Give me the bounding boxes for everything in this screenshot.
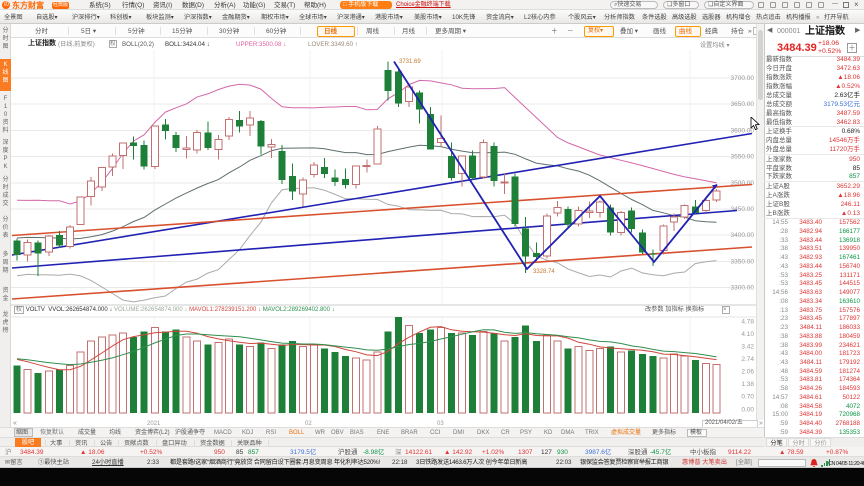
svg-text:3600.00: 3600.00: [731, 127, 755, 134]
svg-text:3500.00: 3500.00: [731, 180, 755, 187]
svg-text:1.38: 1.38: [741, 381, 754, 388]
svg-text:4.78: 4.78: [741, 319, 754, 326]
svg-text:0.70: 0.70: [741, 393, 754, 400]
svg-text:3328.74: 3328.74: [533, 269, 555, 275]
svg-text:3300.00: 3300.00: [731, 285, 755, 292]
svg-text:3731.69: 3731.69: [399, 59, 421, 65]
svg-text:3350.00: 3350.00: [731, 258, 755, 265]
svg-text:3450.00: 3450.00: [731, 206, 755, 213]
svg-text:3.42: 3.42: [741, 344, 754, 351]
svg-text:2.74: 2.74: [741, 356, 754, 363]
svg-text:4.10: 4.10: [741, 331, 754, 338]
svg-text:3400.00: 3400.00: [731, 232, 755, 239]
svg-text:3550.00: 3550.00: [731, 154, 755, 161]
svg-text:2.06: 2.06: [741, 369, 754, 376]
svg-text:3700.00: 3700.00: [731, 75, 755, 82]
svg-text:0.00: 0.00: [741, 406, 754, 413]
svg-text:3650.00: 3650.00: [731, 101, 755, 108]
